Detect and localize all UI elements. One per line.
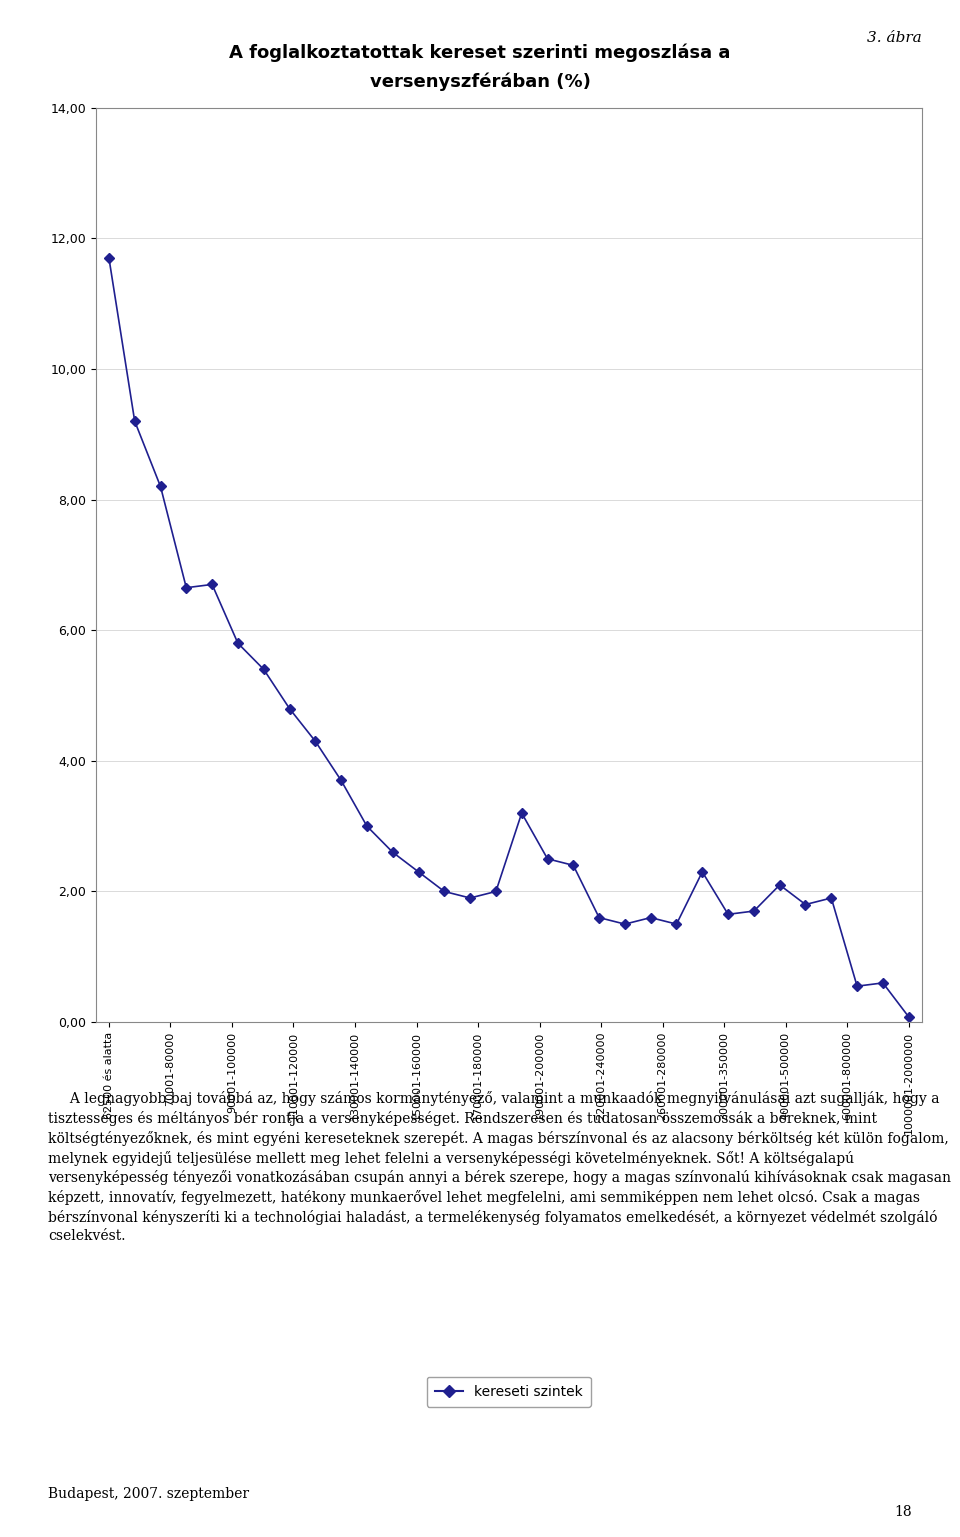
Text: Budapest, 2007. szeptember: Budapest, 2007. szeptember <box>48 1486 250 1502</box>
Text: 18: 18 <box>895 1505 912 1519</box>
Text: 3. ábra: 3. ábra <box>867 31 922 45</box>
Text: A foglalkoztatottak kereset szerinti megoszlása a: A foglalkoztatottak kereset szerinti meg… <box>229 43 731 61</box>
Text: versenyszférában (%): versenyszférában (%) <box>370 72 590 91</box>
Legend: kereseti szintek: kereseti szintek <box>426 1377 591 1408</box>
Text: A legnagyobb baj továbbá az, hogy számos kormánytényező, valamint a munkaadók me: A legnagyobb baj továbbá az, hogy számos… <box>48 1091 951 1243</box>
